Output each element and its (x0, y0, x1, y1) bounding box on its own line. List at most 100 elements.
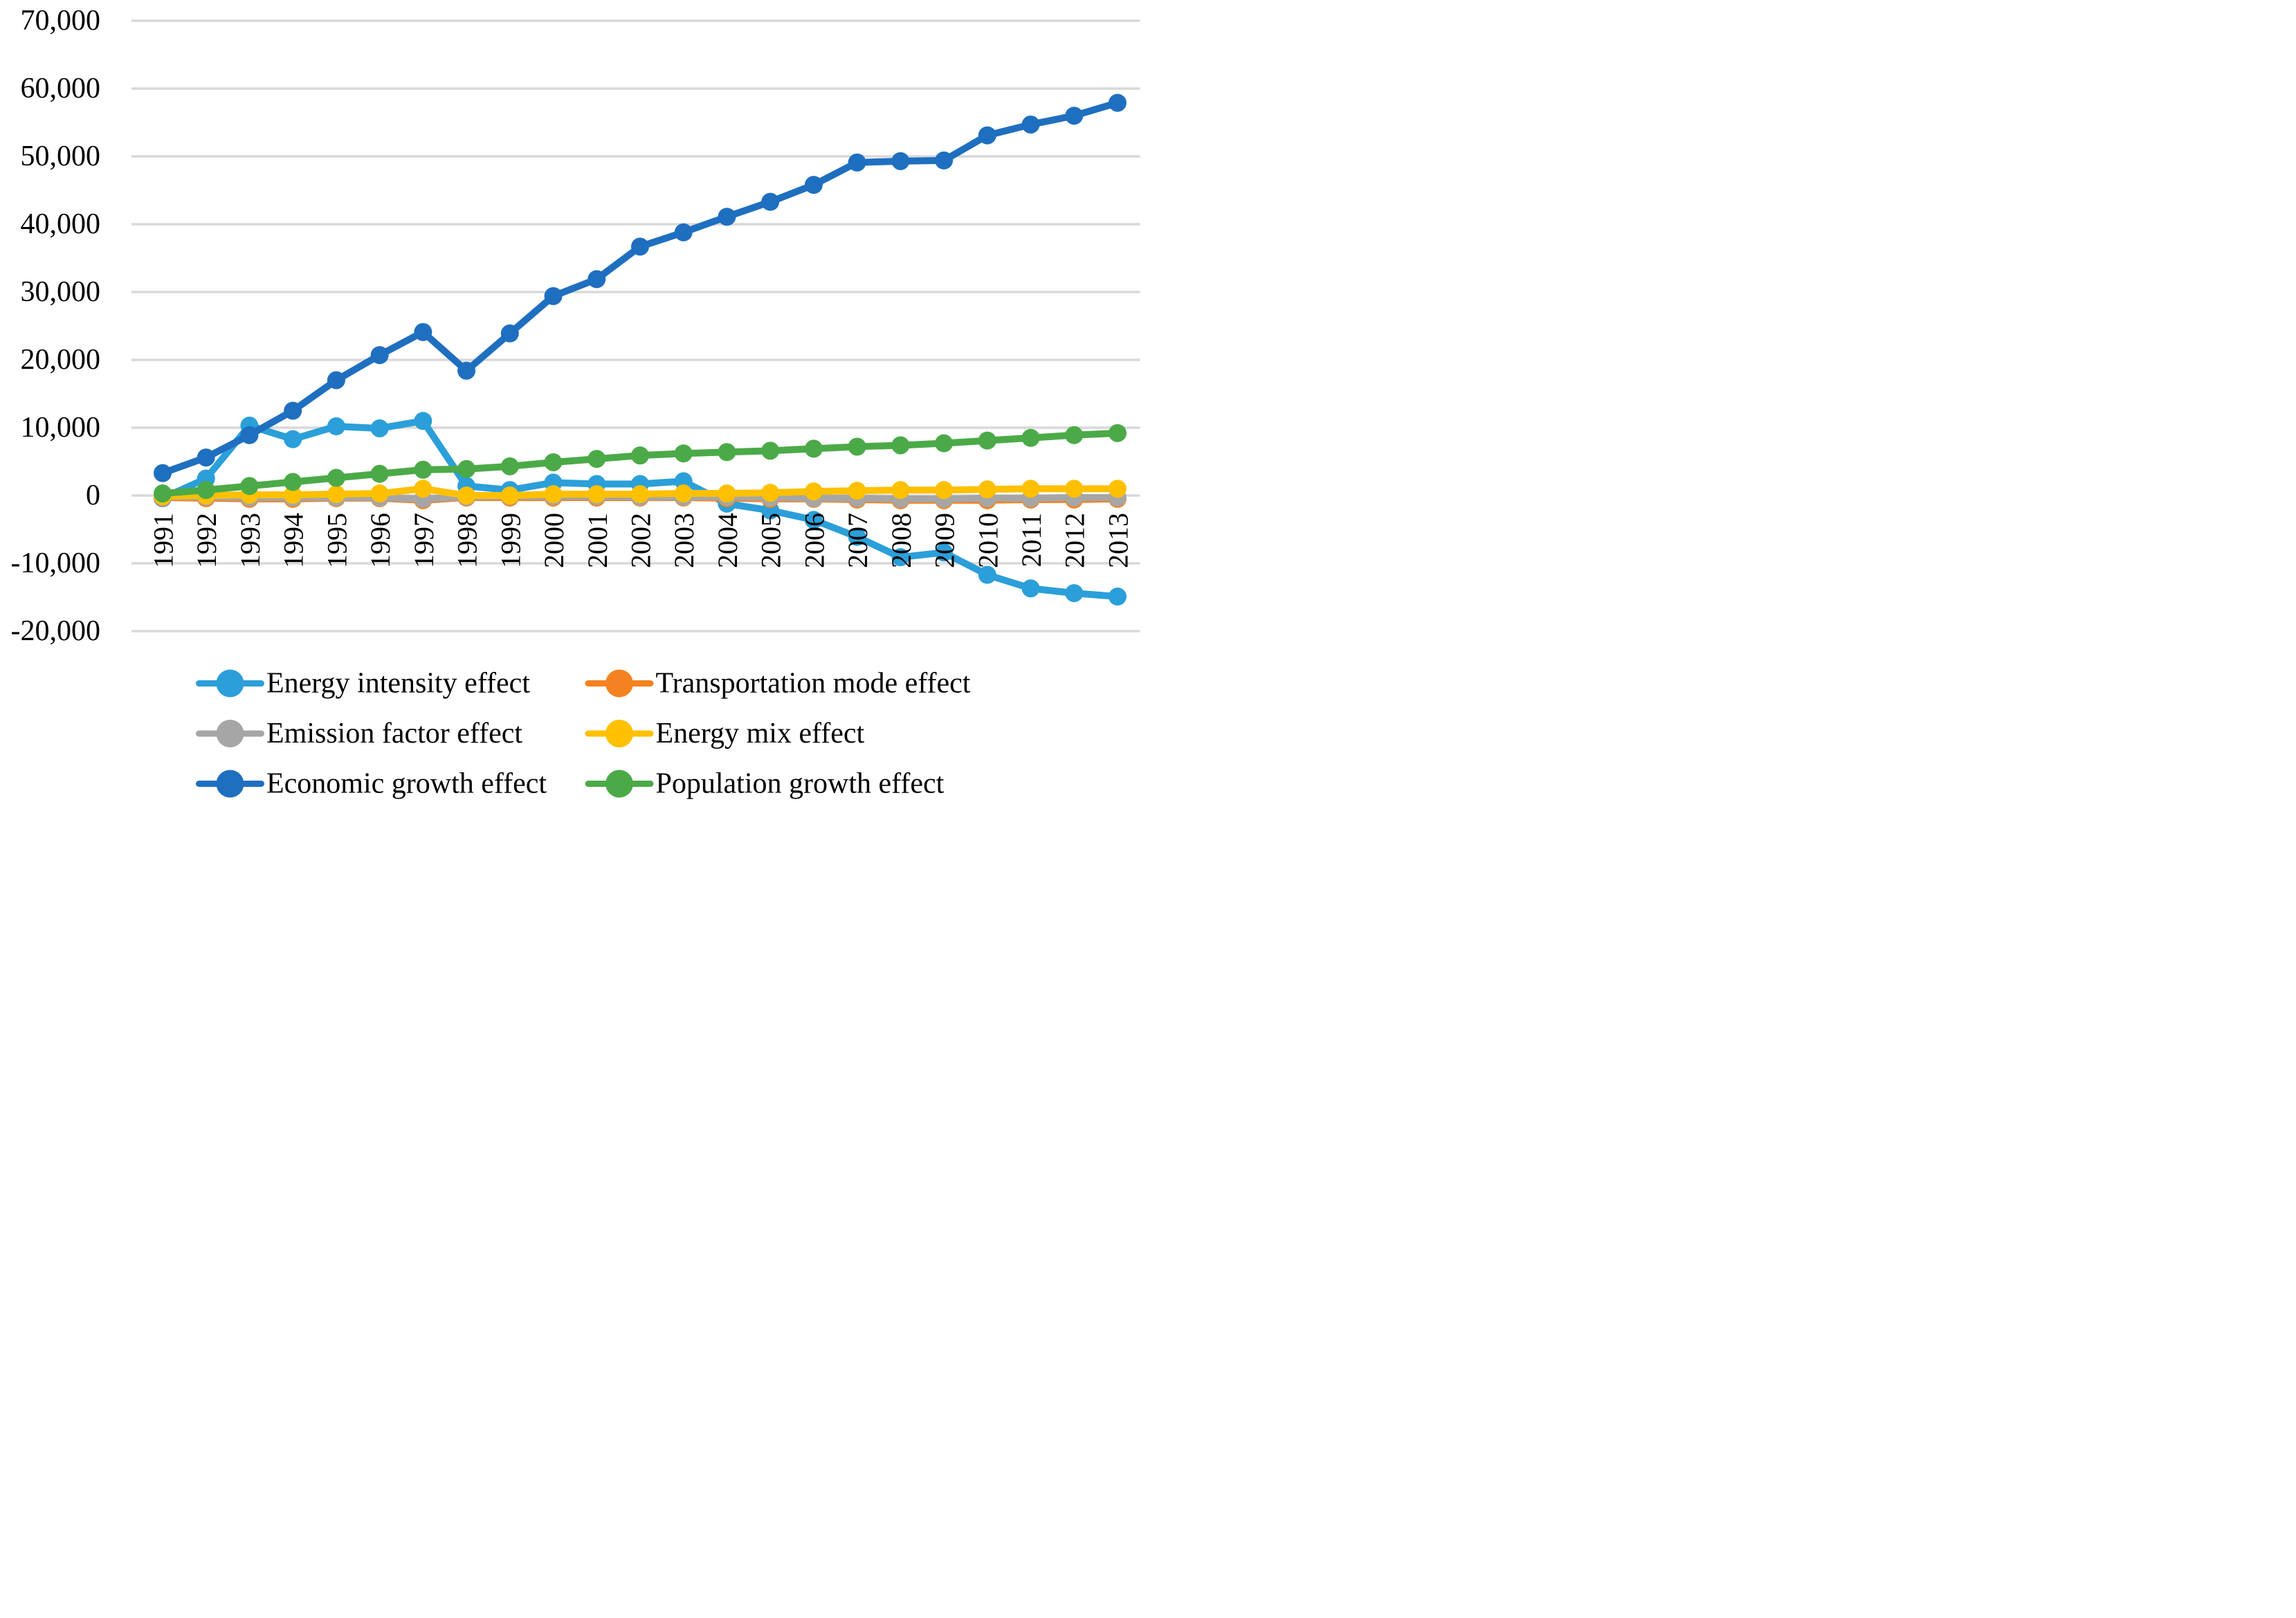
series-economic-growth-effect (154, 93, 1127, 482)
data-point (544, 485, 563, 504)
legend-marker-dot (216, 720, 244, 747)
x-tick-label: 2012 (1059, 513, 1091, 568)
series-population-growth-effect (154, 424, 1127, 503)
data-point (414, 412, 432, 430)
data-point (718, 443, 736, 462)
data-point (935, 151, 954, 170)
data-point (370, 464, 389, 483)
data-point (587, 485, 606, 504)
data-point (414, 480, 432, 498)
x-tick-label: 1998 (452, 513, 483, 568)
data-point (978, 126, 996, 145)
x-tick-label: 2009 (929, 513, 960, 568)
x-tick-label: 2011 (1016, 513, 1047, 567)
data-point (1108, 424, 1127, 442)
x-tick-label: 1993 (235, 513, 266, 568)
legend-label: Energy mix effect (656, 718, 865, 749)
series-energy-mix-effect (154, 480, 1127, 505)
data-point (978, 431, 996, 450)
data-point (154, 484, 172, 503)
data-point (804, 176, 823, 194)
legend-label: Population growth effect (656, 768, 945, 800)
legend-label: Transportation mode effect (656, 668, 971, 700)
data-point (457, 487, 476, 505)
data-point (804, 511, 823, 529)
x-tick-label: 1991 (148, 513, 179, 568)
data-point (718, 484, 736, 503)
data-point (630, 446, 649, 465)
data-point (284, 486, 302, 505)
data-point (370, 346, 389, 365)
legend-marker-dot (216, 770, 244, 798)
y-tick-label: 10,000 (21, 412, 101, 444)
legend-marker-dot (605, 720, 633, 747)
x-tick-label: 2007 (842, 513, 873, 568)
data-point (197, 481, 215, 500)
data-point (848, 153, 866, 172)
data-point (154, 464, 172, 482)
x-tick-label: 2004 (712, 513, 743, 568)
chart-figure: 70,000 60,000 50,000 40,000 30,000 20,000 10,0… (0, 0, 1148, 809)
legend-label: Energy intensity effect (266, 668, 530, 700)
x-tick-label: 2002 (625, 513, 656, 568)
data-point (718, 208, 736, 226)
y-tick-label: 0 (86, 480, 100, 511)
data-point (240, 426, 259, 444)
y-tick-label: 30,000 (21, 276, 101, 308)
data-point (327, 417, 345, 436)
data-point (1065, 107, 1084, 125)
data-point (1021, 115, 1040, 134)
data-point (370, 419, 389, 437)
data-point (1108, 480, 1127, 498)
data-point (327, 371, 345, 390)
legend-item-economic-growth-effect: Economic growth effect (196, 768, 547, 800)
data-point (978, 565, 996, 584)
x-tick-label: 1996 (365, 513, 396, 568)
x-tick-label: 2001 (582, 513, 613, 568)
data-point (935, 481, 954, 500)
data-point (935, 543, 954, 562)
y-axis-labels: 70,000 60,000 50,000 40,000 30,000 20,000 10,0… (11, 5, 101, 647)
data-point (630, 237, 649, 256)
data-point (935, 434, 954, 453)
series-line (159, 99, 1121, 477)
data-point (240, 477, 259, 496)
y-tick-label: -20,000 (11, 615, 101, 647)
x-tick-label: 1994 (278, 513, 309, 568)
data-point (587, 450, 606, 469)
legend-item-emission-factor-effect: Emission factor effect (196, 718, 522, 749)
legend-marker-dot (605, 669, 633, 698)
data-point (1108, 588, 1127, 606)
x-tick-label: 2000 (538, 513, 570, 568)
data-point (804, 439, 823, 458)
legend-label: Economic growth effect (266, 768, 547, 800)
legend-label: Emission factor effect (266, 718, 522, 749)
data-point (674, 484, 693, 503)
y-tick-label: 70,000 (21, 5, 101, 37)
y-tick-label: 50,000 (21, 140, 101, 172)
data-point (500, 457, 519, 475)
data-point (1065, 426, 1084, 444)
x-tick-label: 2010 (972, 513, 1003, 568)
x-tick-label: 1992 (191, 513, 222, 568)
data-point (630, 485, 649, 504)
data-point (848, 437, 866, 456)
data-point (891, 436, 910, 455)
legend-item-energy-mix-effect: Energy mix effect (585, 718, 865, 749)
x-tick-label: 2003 (668, 513, 700, 568)
x-tick-label: 2005 (756, 513, 787, 568)
legend-item-transportation-mode-effect: Transportation mode effect (585, 668, 971, 700)
data-point (500, 324, 519, 343)
data-point (1065, 584, 1084, 603)
data-point (1021, 480, 1040, 498)
data-point (457, 460, 476, 478)
data-point (674, 444, 693, 463)
data-point (1021, 579, 1040, 598)
legend-item-population-growth-effect: Population growth effect (585, 768, 945, 800)
data-point (370, 484, 389, 503)
data-point (414, 322, 432, 341)
series-lines (154, 93, 1127, 606)
data-point (1065, 480, 1084, 498)
x-tick-label: 1999 (495, 513, 526, 568)
x-tick-label: 2008 (886, 513, 917, 568)
